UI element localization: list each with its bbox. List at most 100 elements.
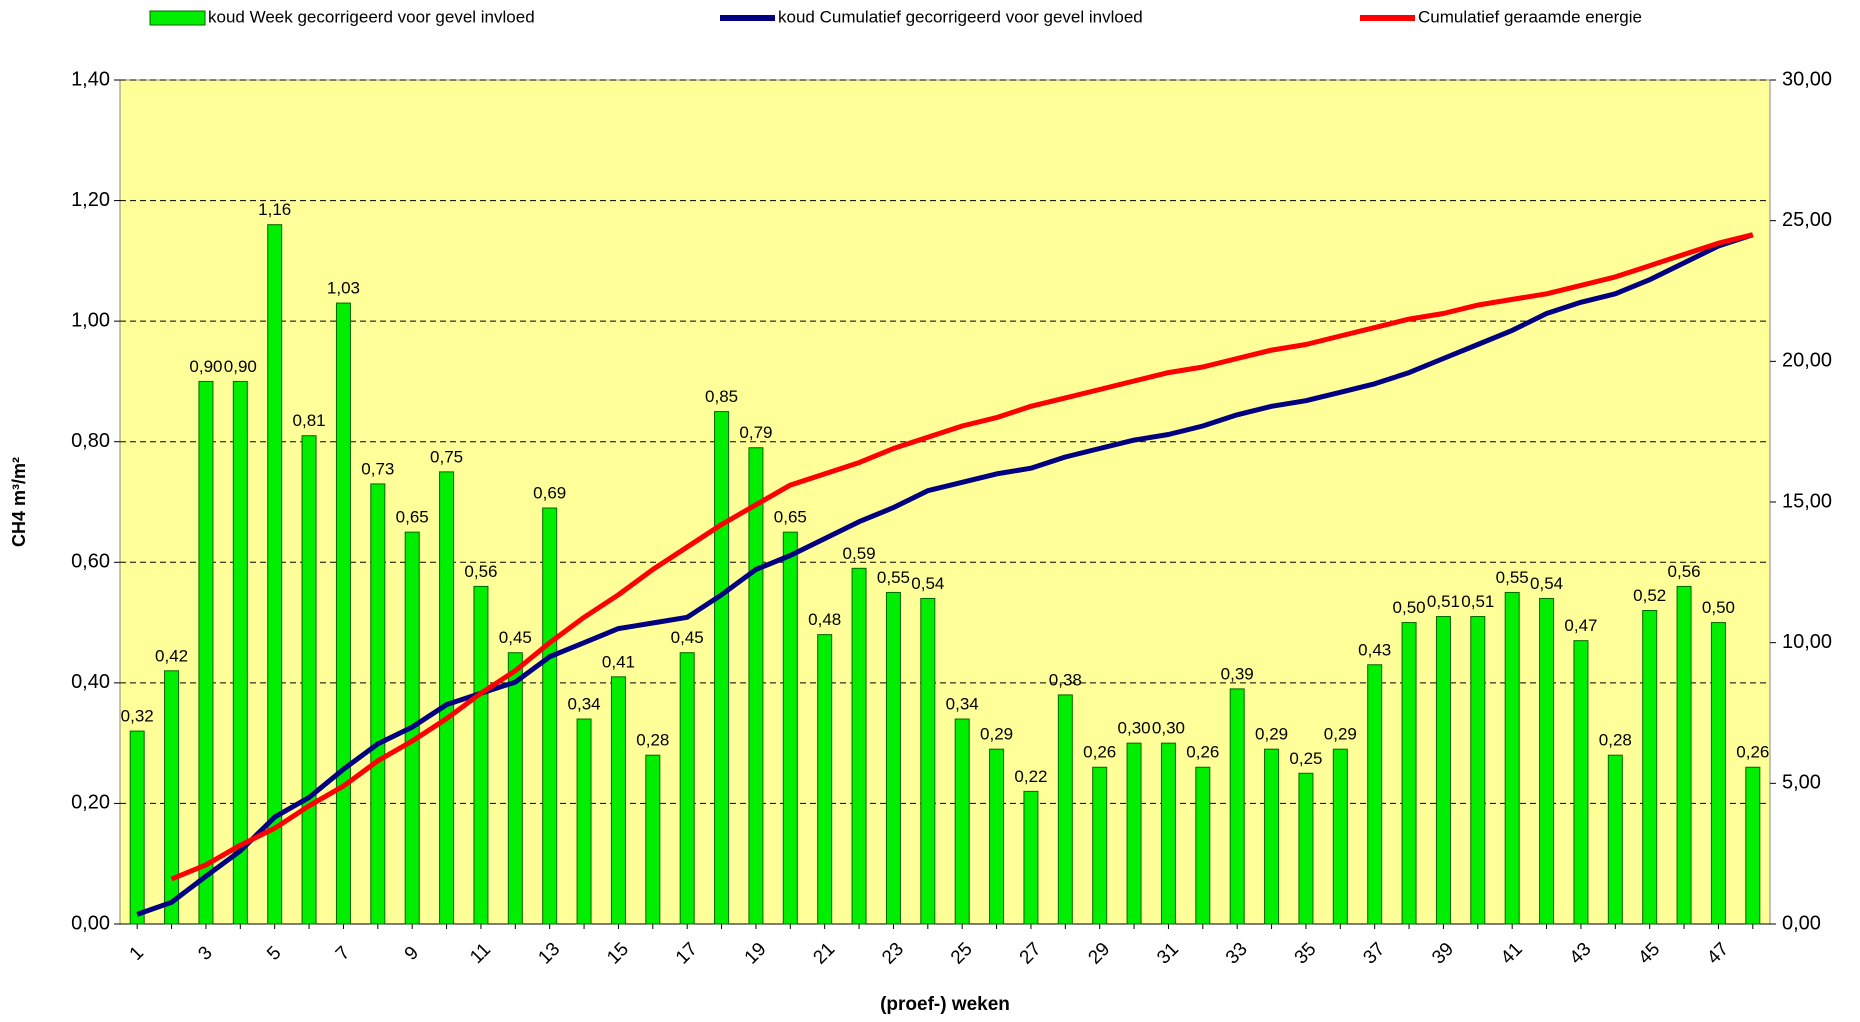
bar-value-label: 0,28 — [636, 731, 669, 750]
x-tick-label: 35 — [1291, 939, 1321, 969]
bar — [1745, 766, 1761, 925]
bar-value-label: 0,26 — [1186, 743, 1219, 762]
bar-value-label: 0,85 — [705, 387, 738, 406]
bar-value-label: 0,34 — [946, 695, 979, 714]
line-series — [170, 232, 1754, 882]
bar — [817, 634, 833, 925]
y2-tick-label: 0,00 — [1782, 912, 1821, 934]
bar — [610, 676, 626, 925]
y-tick-label: 0,00 — [71, 912, 110, 934]
bar — [1504, 591, 1520, 925]
x-tick-label: 13 — [534, 939, 564, 969]
bar — [1160, 742, 1176, 925]
bar — [507, 652, 523, 925]
bar — [164, 670, 180, 925]
y2-tick-label: 10,00 — [1782, 631, 1832, 653]
bar-value-label: 0,65 — [396, 508, 429, 527]
x-tick-label: 41 — [1497, 939, 1527, 969]
bar-value-label: 0,29 — [1255, 725, 1288, 744]
bar — [301, 435, 317, 925]
bar-value-label: 0,81 — [293, 411, 326, 430]
bar — [1126, 742, 1142, 925]
bar-value-label: 0,25 — [1289, 749, 1322, 768]
y-tick-label: 1,20 — [71, 189, 110, 211]
bar — [954, 718, 970, 925]
y-tick-label: 0,20 — [71, 792, 110, 814]
bar-value-label: 0,41 — [602, 652, 635, 671]
bar-value-label: 0,90 — [224, 357, 257, 376]
bar — [267, 224, 283, 925]
x-tick-label: 3 — [194, 942, 216, 964]
x-tick-label: 9 — [401, 942, 423, 964]
bar-value-label: 0,65 — [774, 508, 807, 527]
bar — [645, 754, 661, 925]
bar-value-label: 0,55 — [877, 568, 910, 587]
bar — [1298, 772, 1314, 925]
bar — [1092, 766, 1108, 925]
y-tick-label: 1,40 — [71, 68, 110, 90]
y2-tick-label: 15,00 — [1782, 490, 1832, 512]
bar — [439, 471, 455, 925]
legend-swatch — [149, 10, 206, 26]
bar — [1367, 664, 1383, 925]
bar — [198, 380, 214, 925]
bar — [542, 507, 558, 925]
x-tick-label: 5 — [263, 942, 285, 964]
y-tick-label: 0,40 — [71, 671, 110, 693]
bar-value-label: 0,26 — [1736, 743, 1769, 762]
x-tick-label: 15 — [603, 939, 633, 969]
bar — [885, 591, 901, 925]
bar — [714, 411, 730, 925]
bar-value-label: 0,51 — [1461, 592, 1494, 611]
bar — [1676, 585, 1692, 925]
bar-value-label: 0,28 — [1599, 731, 1632, 750]
y-axis-title: CH4 m³/m² — [9, 457, 29, 547]
x-tick-label: 7 — [332, 942, 354, 964]
bar — [232, 380, 248, 925]
bar-value-label: 0,39 — [1221, 664, 1254, 683]
bar — [1332, 748, 1348, 925]
bar-value-label: 0,34 — [568, 695, 601, 714]
bar — [1229, 688, 1245, 925]
bar — [851, 567, 867, 925]
bar-value-label: 0,30 — [1152, 719, 1185, 738]
bar-value-label: 0,73 — [361, 459, 394, 478]
bar-value-label: 0,43 — [1358, 640, 1391, 659]
x-tick-label: 17 — [672, 939, 702, 969]
x-tick-label: 47 — [1703, 939, 1733, 969]
bar-value-label: 0,30 — [1118, 719, 1151, 738]
bar-value-label: 0,45 — [499, 628, 532, 647]
bar-value-label: 0,75 — [430, 447, 463, 466]
bar — [1710, 622, 1726, 925]
bar — [1642, 610, 1658, 925]
x-tick-label: 45 — [1634, 939, 1664, 969]
x-tick-label: 21 — [809, 939, 839, 969]
x-tick-label: 11 — [466, 939, 495, 968]
bar — [679, 652, 695, 925]
bar — [473, 585, 489, 925]
bar-value-label: 0,48 — [808, 610, 841, 629]
bar — [1435, 616, 1451, 925]
bar-value-label: 0,69 — [533, 484, 566, 503]
bar-value-label: 0,55 — [1496, 568, 1529, 587]
line-series — [136, 232, 1754, 917]
x-tick-label: 27 — [1016, 939, 1046, 969]
bar-value-label: 0,26 — [1083, 743, 1116, 762]
bar — [576, 718, 592, 925]
bar-value-label: 0,29 — [980, 725, 1013, 744]
bar-value-label: 0,52 — [1633, 586, 1666, 605]
x-tick-label: 33 — [1222, 939, 1252, 969]
bar-value-label: 0,90 — [189, 357, 222, 376]
y-tick-label: 1,00 — [71, 309, 110, 331]
x-tick-label: 19 — [741, 939, 771, 969]
y-tick-label: 0,80 — [71, 430, 110, 452]
bar — [920, 597, 936, 925]
bar — [1195, 766, 1211, 925]
bar-value-label: 0,32 — [121, 707, 154, 726]
bar — [1539, 597, 1555, 925]
bar — [1057, 694, 1073, 925]
bar — [1264, 748, 1280, 925]
bar-value-label: 0,79 — [739, 423, 772, 442]
